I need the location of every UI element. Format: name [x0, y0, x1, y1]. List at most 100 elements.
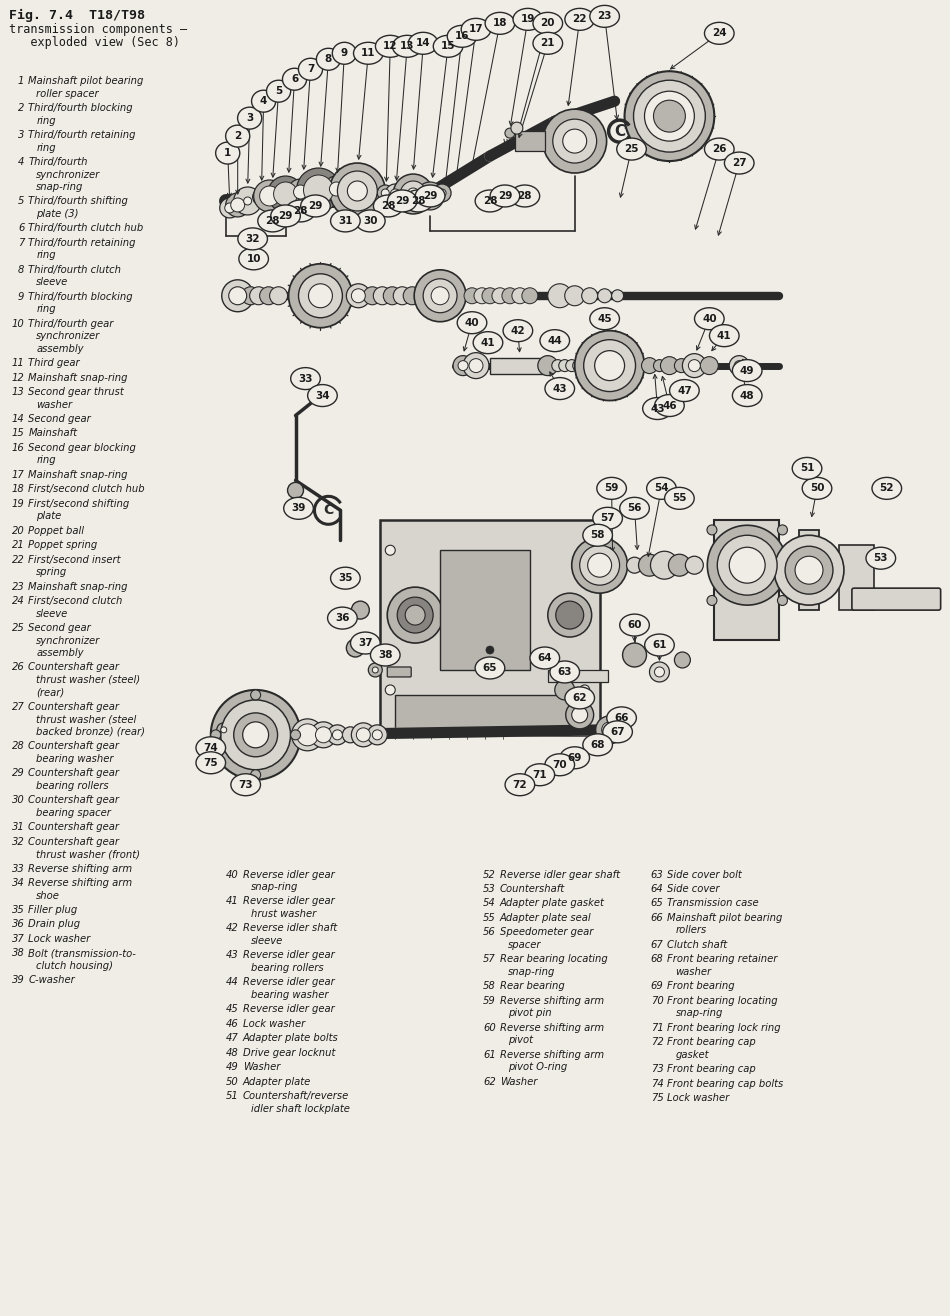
Ellipse shape [291, 367, 320, 390]
Text: 21: 21 [11, 541, 25, 550]
Circle shape [464, 288, 480, 304]
Text: Lock washer: Lock washer [242, 1019, 305, 1029]
Circle shape [552, 359, 563, 371]
Text: 36: 36 [335, 613, 350, 622]
Circle shape [352, 722, 375, 746]
Text: Reverse idler gear shaft: Reverse idler gear shaft [500, 870, 620, 879]
Text: Reverse idler gear: Reverse idler gear [242, 870, 334, 879]
Circle shape [580, 684, 590, 695]
Ellipse shape [284, 497, 314, 520]
Circle shape [347, 640, 364, 657]
Circle shape [289, 263, 352, 328]
Text: Countershaft/reverse: Countershaft/reverse [242, 1091, 349, 1101]
Text: 22: 22 [573, 14, 587, 25]
Ellipse shape [504, 320, 533, 342]
Text: 1: 1 [224, 149, 232, 158]
Text: Mainshaft pilot bearing: Mainshaft pilot bearing [668, 913, 783, 923]
Text: 29: 29 [309, 201, 323, 211]
Circle shape [383, 287, 401, 305]
Text: First/second shifting: First/second shifting [28, 499, 129, 509]
Text: 20: 20 [11, 526, 25, 536]
Ellipse shape [642, 397, 673, 420]
Text: (rear): (rear) [36, 687, 65, 697]
Circle shape [220, 700, 291, 770]
Text: washer: washer [675, 967, 712, 976]
Circle shape [217, 722, 231, 737]
Circle shape [315, 726, 332, 742]
Circle shape [730, 547, 765, 583]
Text: spacer: spacer [508, 940, 542, 950]
Circle shape [708, 525, 788, 605]
Text: C: C [323, 503, 333, 517]
Circle shape [555, 680, 575, 700]
Text: 73: 73 [238, 780, 253, 790]
Circle shape [689, 359, 700, 371]
Text: 51: 51 [800, 463, 814, 474]
Text: Mainshaft: Mainshaft [28, 429, 77, 438]
Text: 16: 16 [11, 443, 25, 453]
Text: Countershaft gear: Countershaft gear [28, 822, 120, 832]
Circle shape [512, 288, 528, 304]
Circle shape [655, 667, 664, 676]
Circle shape [330, 182, 343, 196]
Ellipse shape [308, 384, 337, 407]
Text: Reverse idler gear: Reverse idler gear [242, 1004, 334, 1015]
Text: 41: 41 [481, 338, 495, 347]
Text: ring: ring [36, 142, 56, 153]
Circle shape [251, 690, 260, 700]
Circle shape [373, 287, 391, 305]
Text: 54: 54 [655, 483, 669, 494]
Circle shape [581, 288, 598, 304]
Text: 40: 40 [702, 313, 716, 324]
Ellipse shape [216, 142, 239, 164]
Text: 33: 33 [11, 863, 25, 874]
Text: pivot pin: pivot pin [508, 1008, 552, 1019]
Text: Clutch shaft: Clutch shaft [668, 940, 728, 950]
Circle shape [433, 184, 451, 201]
Text: sleeve: sleeve [251, 936, 283, 946]
Circle shape [372, 667, 378, 672]
Text: 28: 28 [518, 191, 532, 201]
Circle shape [347, 284, 370, 308]
Text: 69: 69 [567, 753, 582, 763]
Circle shape [368, 725, 388, 745]
FancyBboxPatch shape [388, 667, 411, 676]
Ellipse shape [533, 33, 562, 54]
Text: Second gear blocking: Second gear blocking [28, 443, 136, 453]
Circle shape [369, 663, 382, 676]
Ellipse shape [388, 190, 417, 212]
Text: Washer: Washer [242, 1062, 280, 1073]
Text: 35: 35 [11, 905, 25, 915]
Circle shape [292, 719, 323, 751]
Text: 30: 30 [363, 216, 377, 226]
Circle shape [397, 597, 433, 633]
Text: Countershaft gear: Countershaft gear [28, 662, 120, 672]
Circle shape [559, 359, 571, 371]
Circle shape [580, 545, 590, 555]
Text: 12: 12 [11, 372, 25, 383]
Text: synchronizer: synchronizer [36, 170, 101, 179]
Circle shape [583, 340, 636, 392]
Text: 56: 56 [484, 928, 496, 937]
Text: 32: 32 [11, 837, 25, 846]
Circle shape [386, 545, 395, 555]
Circle shape [372, 730, 382, 740]
Ellipse shape [461, 18, 491, 41]
Circle shape [575, 330, 644, 400]
Circle shape [220, 726, 227, 733]
Text: rollers: rollers [675, 925, 707, 936]
Ellipse shape [872, 478, 902, 499]
Text: Third/fourth blocking: Third/fourth blocking [28, 292, 133, 301]
Text: 3: 3 [18, 130, 25, 139]
Text: 26: 26 [11, 662, 25, 672]
Text: Second gear: Second gear [28, 415, 91, 424]
Circle shape [785, 546, 833, 594]
Text: ring: ring [36, 304, 56, 315]
Text: spring: spring [36, 567, 67, 578]
Text: Side cover: Side cover [668, 884, 720, 894]
Ellipse shape [732, 359, 762, 382]
Text: shoe: shoe [36, 891, 60, 900]
Text: 6: 6 [291, 74, 298, 84]
Ellipse shape [415, 186, 445, 207]
Circle shape [250, 287, 268, 305]
